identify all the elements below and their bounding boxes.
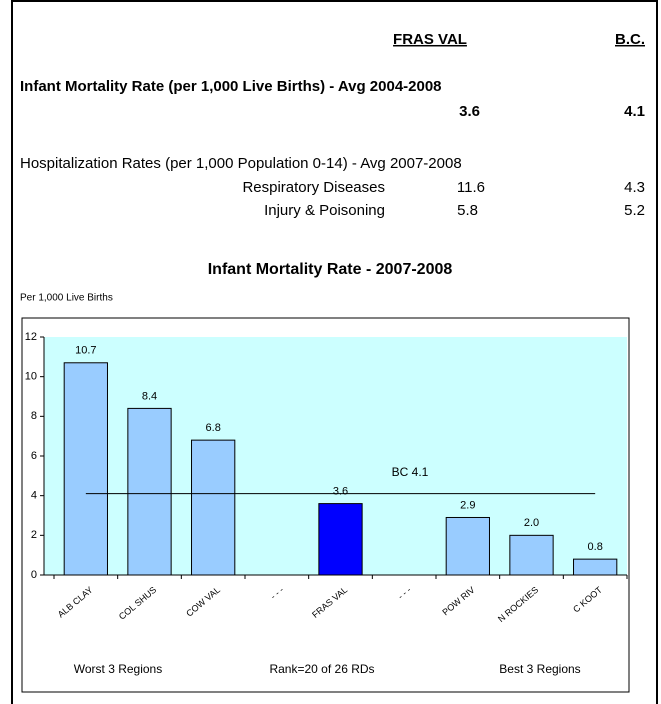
y-tick-label: 8	[31, 410, 37, 422]
cell: 11.6	[457, 179, 485, 196]
bar	[509, 534, 554, 576]
y-tick-label: 2	[31, 529, 37, 541]
data-label: 3.6	[333, 486, 348, 498]
data-label: 10.7	[75, 345, 96, 357]
y-tick-label: 0	[31, 569, 37, 581]
y-tick-label: 6	[31, 450, 37, 462]
data-label: 6.8	[206, 422, 221, 434]
row-label: Injury & Poisoning	[264, 202, 385, 219]
data-label: 8.4	[142, 390, 157, 402]
data-label: 0.8	[588, 541, 603, 553]
chart-title: Infant Mortality Rate - 2007-2008	[208, 261, 453, 278]
bar	[445, 516, 490, 576]
footer-label: Best 3 Regions	[499, 662, 580, 676]
y-tick-label: 12	[25, 331, 37, 343]
reference-label: BC 4.1	[392, 465, 429, 479]
cell: 4.3	[624, 179, 645, 196]
footer-label: Rank=20 of 26 RDs	[269, 662, 374, 676]
y-tick-label: 10	[25, 371, 37, 383]
row-label: Respiratory Diseases	[242, 179, 385, 196]
cell: 5.2	[624, 202, 645, 219]
footer-label: Worst 3 Regions	[74, 662, 162, 676]
bar	[63, 362, 108, 576]
data-label: 2.0	[524, 517, 539, 529]
col-header: FRAS VAL	[393, 31, 467, 48]
cell: 4.1	[624, 103, 645, 120]
page-border	[11, 0, 658, 704]
bar	[573, 558, 618, 576]
col-header: B.C.	[615, 31, 645, 48]
cell: 3.6	[459, 103, 480, 120]
bar	[191, 439, 236, 576]
row-label: Hospitalization Rates (per 1,000 Populat…	[20, 155, 462, 172]
row-label: Infant Mortality Rate (per 1,000 Live Bi…	[20, 78, 442, 95]
data-label: 2.9	[460, 499, 475, 511]
y-axis-label: Per 1,000 Live Births	[20, 293, 113, 304]
bar	[127, 407, 172, 576]
y-tick-label: 4	[31, 490, 37, 502]
cell: 5.8	[457, 202, 478, 219]
bar	[318, 503, 363, 576]
